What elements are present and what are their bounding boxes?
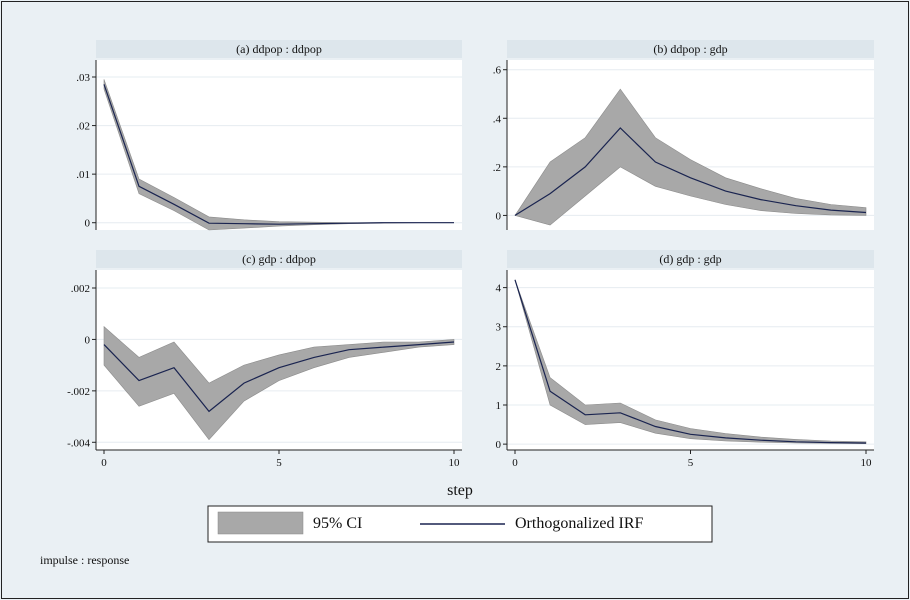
y-tick-label: -.002 [67, 386, 90, 398]
panel-0: (a) ddpop : ddpop 0 .01 .02 .03 [76, 40, 462, 231]
y-tick-label: .01 [76, 169, 90, 181]
panel-title-strip [96, 40, 462, 58]
ci-band [103, 325, 455, 441]
ci-band [514, 88, 867, 226]
legend: 95% CI Orthogonalized IRF [207, 505, 713, 543]
y-tick-label: 4 [496, 283, 502, 295]
irf-line [103, 341, 455, 413]
x-tick-label: 10 [861, 457, 873, 469]
y-tick-label: .6 [493, 65, 502, 77]
panel-3: (d) gdp : gdp 0 1 2 3 4 0 5 10 [496, 250, 874, 469]
legend-ci-swatch [217, 511, 304, 535]
plot-area [507, 270, 874, 450]
panel-title: (d) gdp : gdp [659, 252, 721, 266]
x-tick-label: 10 [449, 457, 461, 469]
y-tick-label: .002 [71, 283, 90, 295]
irf-line [514, 279, 867, 444]
panel-title: (a) ddpop : ddpop [236, 42, 322, 56]
panel-title-strip [507, 40, 874, 58]
irf-line [514, 127, 867, 216]
y-tick-label: .03 [76, 72, 90, 84]
x-tick-label: 0 [512, 457, 518, 469]
x-tick-label: 5 [688, 457, 694, 469]
panel-1: (b) ddpop : gdp 0 .2 .4 .6 [493, 40, 874, 230]
panels: (a) ddpop : ddpop 0 .01 .02 .03 (b) ddpop : g… [67, 40, 874, 469]
note-text: impulse : response [40, 553, 129, 567]
y-tick-label: 2 [496, 361, 502, 373]
y-tick-label: -.004 [67, 437, 90, 449]
y-tick-label: .4 [493, 113, 502, 125]
y-tick-label: 3 [496, 322, 502, 334]
y-tick-label: 0 [496, 210, 502, 222]
y-tick-label: 1 [496, 400, 502, 412]
legend-irf-label: Orthogonalized IRF [515, 515, 644, 532]
panel-title: (b) ddpop : gdp [653, 42, 727, 56]
x-tick-label: 5 [276, 457, 282, 469]
irf-line [103, 84, 454, 225]
panel-title-strip [96, 250, 462, 268]
y-tick-label: .02 [76, 121, 90, 133]
panel-title-strip [507, 250, 874, 268]
y-tick-label: 0 [85, 334, 91, 346]
panel-2: (c) gdp : ddpop -.004 -.002 0 .002 0 5 10 [67, 250, 462, 469]
y-tick-label: 0 [85, 218, 91, 230]
panel-title: (c) gdp : ddpop [242, 252, 316, 266]
legend-ci-label: 95% CI [313, 515, 362, 532]
x-axis-label: step [447, 482, 473, 499]
x-tick-label: 0 [101, 457, 107, 469]
y-tick-label: 0 [496, 439, 502, 451]
y-tick-label: .2 [493, 162, 501, 174]
plot-area [96, 60, 462, 230]
